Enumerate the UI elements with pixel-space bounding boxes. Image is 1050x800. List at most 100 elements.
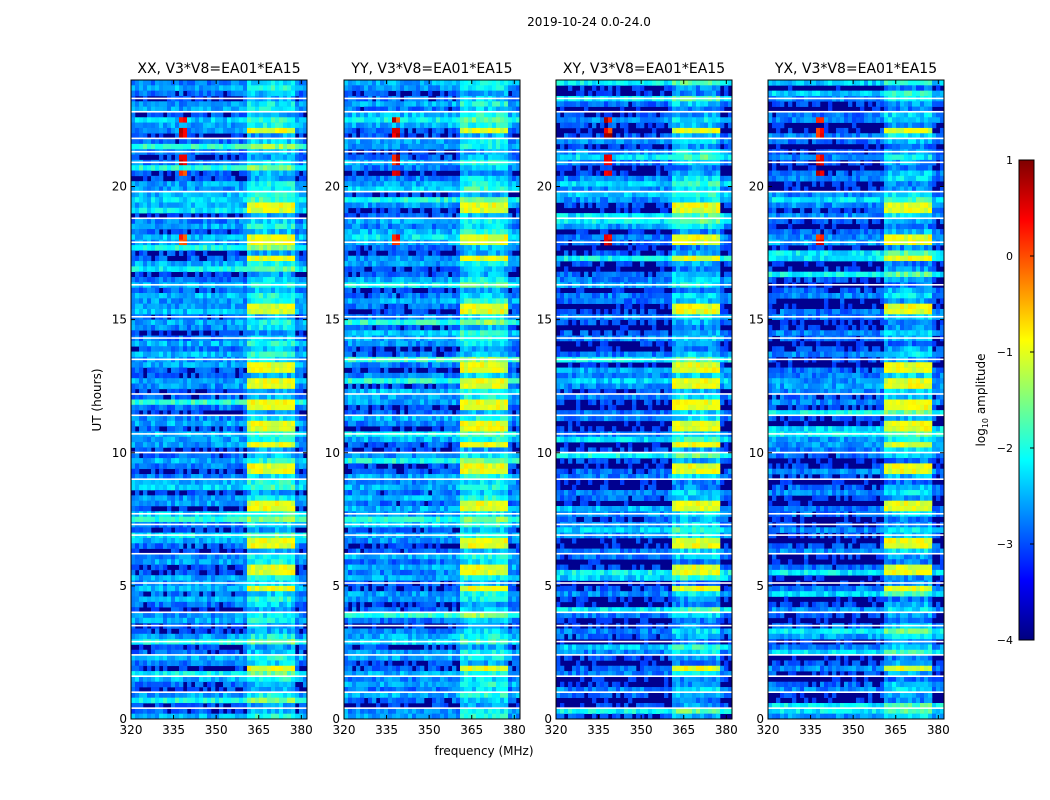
gap-line: [131, 358, 307, 361]
heatmap-cell: [255, 553, 260, 560]
heatmap-cell: [179, 298, 184, 304]
heatmap-cell: [432, 85, 437, 91]
heatmap-cell: [251, 378, 256, 384]
heatmap-cell: [175, 601, 180, 608]
heatmap-cell: [287, 266, 292, 273]
heatmap-cell: [223, 362, 228, 368]
heatmap-cell: [215, 266, 220, 273]
heatmap-cell: [175, 298, 180, 304]
heatmap-cell: [291, 468, 296, 475]
heatmap-cell: [231, 553, 236, 560]
heatmap-cell: [191, 197, 196, 203]
heatmap-cell: [239, 181, 244, 187]
heatmap-cell: [143, 420, 148, 427]
heatmap-cell: [199, 165, 204, 171]
heatmap-cell: [279, 569, 284, 576]
heatmap-cell: [131, 575, 136, 581]
heatmap-cell: [299, 708, 304, 714]
heatmap-cell: [251, 170, 256, 177]
heatmap-cell: [271, 569, 276, 576]
heatmap-cell: [279, 410, 284, 416]
heatmap-cell: [303, 628, 308, 635]
heatmap-cell: [211, 245, 216, 251]
heatmap-cell: [251, 154, 256, 161]
heatmap-cell: [279, 655, 284, 661]
heatmap-cell: [267, 277, 272, 283]
heatmap-cell: [139, 319, 144, 326]
heatmap-cell: [271, 138, 276, 145]
heatmap-cell: [207, 543, 212, 549]
heatmap-cell: [163, 553, 168, 560]
heatmap-cell: [183, 138, 188, 145]
heatmap-cell: [263, 122, 268, 129]
heatmap-cell: [251, 410, 256, 416]
heatmap-cell: [151, 617, 156, 624]
heatmap-cell: [199, 415, 204, 422]
heatmap-cell: [151, 298, 156, 304]
heatmap-cell: [163, 117, 168, 123]
gap-line: [131, 675, 307, 677]
heatmap-cell: [167, 101, 172, 107]
heatmap-cell: [235, 218, 240, 225]
heatmap-cell: [147, 170, 152, 177]
heatmap-cell: [219, 569, 224, 576]
heatmap-cell: [151, 633, 156, 640]
heatmap-cell: [267, 399, 272, 406]
heatmap-cell: [247, 537, 252, 544]
heatmap-cell: [191, 687, 196, 693]
heatmap-cell: [271, 644, 276, 651]
heatmap-cell: [131, 197, 136, 203]
heatmap-cell: [267, 85, 272, 91]
heatmap-cell: [175, 80, 180, 86]
heatmap-cell: [263, 117, 268, 123]
heatmap-cell: [215, 362, 220, 368]
heatmap-cell: [243, 330, 248, 336]
heatmap-cell: [239, 261, 244, 267]
heatmap-cell: [299, 660, 304, 667]
heatmap-cell: [271, 591, 276, 597]
heatmap-cell: [215, 388, 220, 395]
y-tick-label: 10: [112, 446, 127, 460]
heatmap-cell: [255, 340, 260, 347]
heatmap-cell: [448, 85, 453, 91]
gap-line: [131, 337, 307, 339]
heatmap-cell: [259, 293, 264, 299]
heatmap-cell: [291, 591, 296, 597]
heatmap-cell: [175, 617, 180, 624]
heatmap-cell: [299, 452, 304, 459]
heatmap-cell: [428, 90, 433, 97]
heatmap-cell: [199, 559, 204, 565]
heatmap-cell: [271, 575, 276, 581]
heatmap-cell: [155, 362, 160, 368]
heatmap-cell: [247, 106, 252, 113]
heatmap-cell: [159, 319, 164, 326]
heatmap-cell: [175, 575, 180, 581]
heatmap-cell: [259, 436, 264, 443]
heatmap-cell: [215, 601, 220, 608]
heatmap-cell: [287, 537, 292, 544]
heatmap-cell: [299, 234, 304, 241]
heatmap-cell: [159, 468, 164, 475]
heatmap-cell: [195, 404, 200, 411]
heatmap-cell: [251, 245, 256, 251]
heatmap-cell: [255, 628, 260, 635]
heatmap-cell: [191, 261, 196, 267]
heatmap-cell: [259, 218, 264, 225]
heatmap-cell: [279, 399, 284, 406]
heatmap-cell: [271, 564, 276, 571]
heatmap-cell: [251, 426, 256, 432]
heatmap-cell: [263, 138, 268, 145]
heatmap-cell: [159, 261, 164, 267]
heatmap-cell: [219, 420, 224, 427]
heatmap-cell: [195, 527, 200, 533]
heatmap-cell: [191, 111, 196, 118]
heatmap-cell: [295, 633, 300, 640]
heatmap-cell: [279, 111, 284, 118]
heatmap-cell: [251, 117, 256, 123]
heatmap-cell: [255, 676, 260, 683]
heatmap-cell: [155, 213, 160, 219]
heatmap-cell: [287, 197, 292, 203]
heatmap-cell: [223, 367, 228, 374]
heatmap-cell: [227, 553, 232, 560]
heatmap-cell: [147, 420, 152, 427]
